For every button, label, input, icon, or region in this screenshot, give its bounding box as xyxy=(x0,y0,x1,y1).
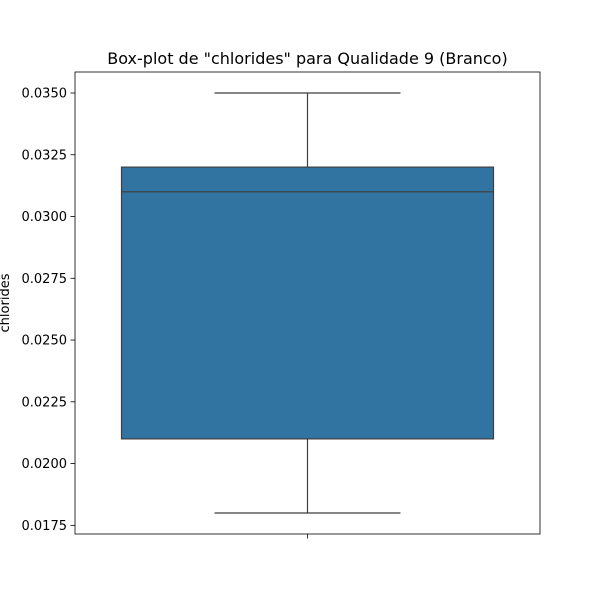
y-tick-label: 0.0175 xyxy=(22,519,68,534)
y-tick-label: 0.0200 xyxy=(22,457,68,472)
y-tick-label: 0.0225 xyxy=(22,395,68,410)
y-tick-label: 0.0325 xyxy=(22,148,68,163)
y-tick-label: 0.0350 xyxy=(22,87,68,102)
y-axis-ticks: 0.0175 0.0200 0.0225 0.0250 0.0275 0.0300 0.03… xyxy=(22,87,75,534)
box-plot-series xyxy=(120,92,495,514)
y-tick-label: 0.0275 xyxy=(22,272,68,287)
interquartile-box xyxy=(120,166,495,440)
y-tick-label: 0.0250 xyxy=(22,334,68,349)
chart-title: Box-plot de "chlorides" para Qualidade 9… xyxy=(107,49,507,68)
y-tick-label: 0.0300 xyxy=(22,210,68,225)
y-axis-label: chlorides xyxy=(0,273,13,332)
